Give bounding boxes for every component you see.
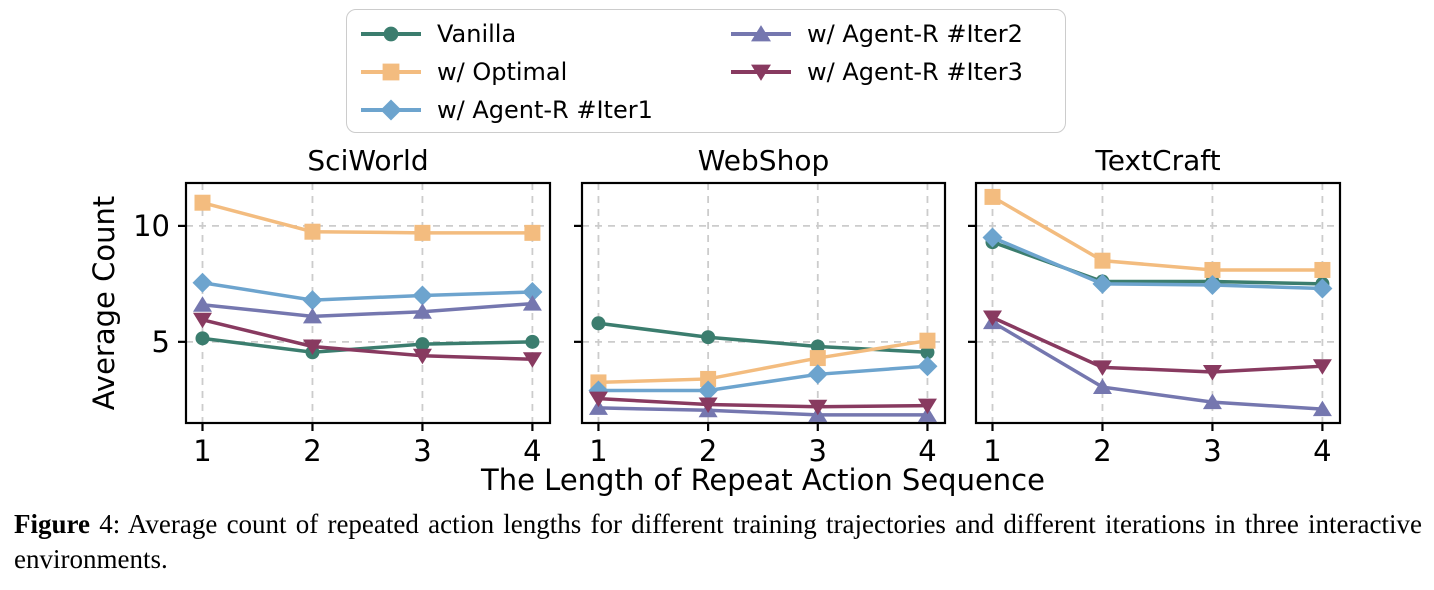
svg-text:2: 2 — [303, 434, 321, 468]
chart-webshop: WebShop 1 2 3 4 — [574, 143, 947, 468]
series-w-agent-r-iter2 — [982, 313, 1332, 417]
svg-text:2: 2 — [699, 434, 717, 468]
chart-textcraft: TextCraft 1 2 3 4 — [968, 143, 1342, 468]
series-w-agent-r-iter3 — [192, 312, 542, 368]
triangle-down-icon — [731, 64, 791, 81]
chart-title-webshop: WebShop — [697, 144, 830, 177]
svg-text:3: 3 — [413, 434, 431, 468]
legend-item-vanilla: Vanilla — [359, 15, 729, 53]
legend-label: w/ Agent-R #Iter2 — [807, 20, 1023, 48]
chart-sciworld: SciWorld 1 2 3 4 5 10 — [133, 143, 552, 468]
webshop-plot-area: 1 2 3 4 — [574, 181, 947, 468]
svg-text:1: 1 — [983, 434, 1001, 468]
legend-item-w-agent-r-iter2: w/ Agent-R #Iter2 — [729, 15, 1065, 53]
square-icon — [361, 63, 421, 81]
svg-text:10: 10 — [133, 209, 170, 243]
textcraft-plot-area: 1 2 3 4 — [968, 181, 1342, 468]
legend-label: Vanilla — [437, 20, 517, 48]
svg-text:4: 4 — [918, 434, 936, 468]
svg-text:1: 1 — [193, 434, 211, 468]
series-w-optimal — [984, 188, 1331, 278]
series-w-agent-r-iter3 — [588, 391, 937, 416]
svg-text:2: 2 — [1093, 434, 1111, 468]
series-vanilla — [195, 331, 540, 360]
series-w-agent-r-iter1 — [588, 356, 938, 401]
legend-label: w/ Agent-R #Iter3 — [807, 58, 1023, 86]
chart-title-textcraft: TextCraft — [1095, 144, 1221, 177]
series-w-agent-r-iter2 — [588, 399, 937, 422]
series-w-agent-r-iter1 — [192, 272, 543, 311]
series-w-agent-r-iter2 — [192, 295, 542, 324]
legend-label: w/ Agent-R #Iter1 — [437, 96, 653, 124]
legend-item-w-optimal: w/ Optimal — [359, 53, 729, 91]
series-w-optimal — [590, 332, 936, 391]
series-w-agent-r-iter3 — [982, 310, 1332, 381]
legend-label: w/ Optimal — [437, 58, 568, 86]
svg-text:3: 3 — [809, 434, 827, 468]
series-w-optimal — [194, 194, 541, 241]
legend: Vanilla w/ Optimal w/ Agent-R #Iter1 w/ Age… — [346, 9, 1066, 133]
sciworld-plot-area: 1 2 3 4 5 10 — [133, 181, 552, 468]
y-axis-label: Average Count — [87, 195, 121, 411]
figure-caption-label: Figure — [14, 509, 90, 539]
chart-title-sciworld: SciWorld — [307, 144, 429, 177]
svg-text:3: 3 — [1203, 434, 1221, 468]
svg-text:4: 4 — [1313, 434, 1331, 468]
series-w-agent-r-iter1 — [982, 227, 1333, 299]
circle-icon — [361, 26, 421, 42]
svg-text:4: 4 — [523, 434, 541, 468]
series-vanilla — [591, 316, 935, 360]
figure-caption-text: 4: Average count of repeated action leng… — [14, 509, 1422, 574]
series-vanilla — [985, 235, 1330, 291]
figure-caption: Figure 4: Average count of repeated acti… — [14, 507, 1422, 577]
svg-text:5: 5 — [152, 325, 170, 359]
diamond-icon — [361, 99, 421, 121]
legend-item-w-agent-r-iter1: w/ Agent-R #Iter1 — [359, 91, 729, 129]
legend-item-w-agent-r-iter3: w/ Agent-R #Iter3 — [729, 53, 1065, 91]
x-axis-label: The Length of Repeat Action Sequence — [481, 463, 1045, 497]
svg-text:1: 1 — [589, 434, 607, 468]
triangle-up-icon — [731, 25, 791, 42]
